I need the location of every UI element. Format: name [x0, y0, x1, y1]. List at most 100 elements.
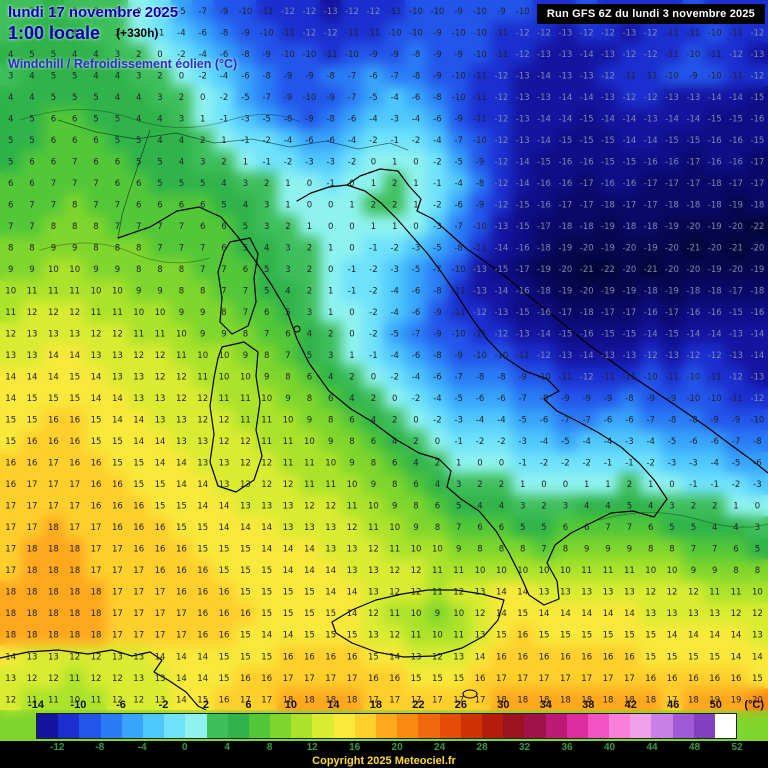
- temp-value: 14: [496, 609, 507, 619]
- temp-value: 14: [389, 652, 400, 662]
- temp-value: -18: [708, 287, 722, 297]
- temp-value: 3: [307, 308, 312, 318]
- scale-cell: [418, 714, 440, 738]
- temp-value: 10: [155, 308, 166, 318]
- temp-value: 11: [261, 437, 272, 447]
- temp-value: 5: [456, 502, 461, 512]
- temp-value: 14: [112, 416, 123, 426]
- temp-value: 11: [453, 566, 464, 576]
- temp-value: -10: [281, 50, 295, 60]
- temp-value: -16: [708, 308, 722, 318]
- temp-value: 4: [413, 459, 418, 469]
- temp-value: 3: [93, 7, 98, 17]
- temp-value: 10: [411, 609, 422, 619]
- temp-value: 11: [69, 287, 80, 297]
- temp-value: -19: [601, 287, 615, 297]
- scale-label-top: 14: [327, 699, 340, 711]
- temp-value: 4: [648, 502, 653, 512]
- temp-value: 14: [347, 609, 358, 619]
- temp-value: 14: [539, 609, 550, 619]
- temp-value: -2: [412, 394, 420, 404]
- temp-value: 2: [285, 222, 290, 232]
- temp-value: -9: [476, 200, 484, 210]
- temp-value: 2: [221, 157, 226, 167]
- temp-value: 16: [368, 674, 379, 684]
- temp-value: 0: [755, 502, 760, 512]
- temp-value: -13: [580, 71, 594, 81]
- temp-value: -21: [729, 244, 743, 254]
- temp-value: 11: [48, 695, 59, 705]
- temp-value: 14: [5, 394, 16, 404]
- temp-value: -12: [473, 308, 487, 318]
- temp-value: -10: [665, 71, 679, 81]
- temp-value: 12: [176, 394, 187, 404]
- temp-value: 12: [112, 330, 123, 340]
- temp-value: 12: [197, 416, 208, 426]
- temp-value: 5: [627, 502, 632, 512]
- temp-value: 12: [48, 674, 59, 684]
- temp-value: 16: [48, 416, 59, 426]
- temp-value: 16: [197, 631, 208, 641]
- temp-value: 5: [264, 287, 269, 297]
- temp-value: -13: [494, 222, 508, 232]
- temp-value: -15: [729, 114, 743, 124]
- temp-value: 9: [243, 351, 248, 361]
- temp-value: 13: [325, 523, 336, 533]
- temp-value: 14: [283, 566, 294, 576]
- temp-value: -21: [644, 265, 658, 275]
- temp-value: 14: [304, 566, 315, 576]
- temp-value: -12: [601, 71, 615, 81]
- temp-value: -1: [156, 28, 164, 38]
- temp-value: 15: [240, 652, 251, 662]
- temp-value: 6: [93, 157, 98, 167]
- temp-value: 15: [667, 652, 678, 662]
- temp-value: -5: [454, 157, 462, 167]
- alps-border-line: [57, 119, 409, 151]
- temp-value: -13: [537, 50, 551, 60]
- temp-value: -2: [369, 287, 377, 297]
- temp-value: -11: [324, 50, 338, 60]
- temp-value: 16: [325, 652, 336, 662]
- scale-label-top: 50: [709, 699, 722, 711]
- temp-value: -2: [369, 136, 377, 146]
- temp-value: 10: [197, 351, 208, 361]
- temp-value: 2: [349, 373, 354, 383]
- temp-value: 13: [475, 588, 486, 598]
- temp-value: -20: [580, 287, 594, 297]
- scale-label-bottom: 32: [519, 742, 531, 753]
- temp-value: 11: [731, 588, 742, 598]
- temp-value: 4: [29, 71, 34, 81]
- temp-value: 4: [477, 502, 482, 512]
- temp-value: -12: [644, 351, 658, 361]
- temp-value: -12: [302, 7, 316, 17]
- scale-label-bottom: 24: [434, 742, 446, 753]
- temp-value: -9: [689, 71, 697, 81]
- temp-value: 15: [240, 545, 251, 555]
- temp-value: -8: [433, 351, 441, 361]
- temp-value: 17: [368, 695, 379, 705]
- temp-value: 16: [688, 674, 699, 684]
- temp-value: 8: [136, 244, 141, 254]
- temp-value: 9: [157, 287, 162, 297]
- temp-value: -18: [580, 222, 594, 232]
- temp-value: 2: [307, 265, 312, 275]
- temp-value: 16: [219, 631, 230, 641]
- temp-value: 15: [560, 631, 571, 641]
- temp-value: -7: [262, 93, 270, 103]
- temp-value: 1: [413, 200, 418, 210]
- temp-value: 12: [731, 609, 742, 619]
- temp-value: 8: [371, 459, 376, 469]
- copyright: Copyright 2025 Meteociel.fr: [312, 755, 456, 767]
- temp-value: 16: [219, 588, 230, 598]
- temp-value: -5: [454, 394, 462, 404]
- temp-value: 18: [69, 631, 80, 641]
- temp-value: 18: [48, 523, 59, 533]
- temp-value: 11: [432, 566, 443, 576]
- temp-value: -9: [433, 308, 441, 318]
- temp-value: -7: [732, 437, 740, 447]
- temp-value: -13: [516, 93, 530, 103]
- temp-value: -8: [262, 71, 270, 81]
- temp-value: 17: [667, 695, 678, 705]
- scale-cell: [609, 714, 631, 738]
- scale-label-bottom: -12: [50, 742, 65, 753]
